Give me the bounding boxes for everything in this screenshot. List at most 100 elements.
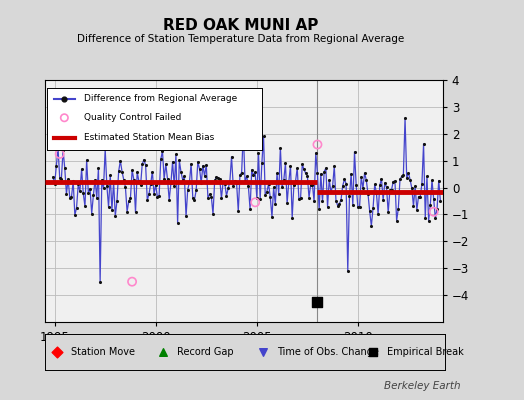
Point	[256, 196, 265, 202]
Point	[247, 166, 256, 173]
Point	[91, 176, 99, 183]
Point	[364, 190, 372, 197]
Point	[78, 166, 86, 172]
Point	[273, 170, 281, 176]
Point	[280, 177, 288, 184]
Text: Estimated Station Mean Bias: Estimated Station Mean Bias	[84, 133, 214, 142]
Point	[159, 349, 167, 355]
Point	[173, 220, 182, 226]
Point	[106, 172, 114, 178]
Point	[81, 203, 89, 210]
Point	[414, 193, 423, 200]
Point	[129, 176, 138, 183]
Point	[419, 141, 428, 147]
Point	[249, 172, 258, 179]
Point	[374, 211, 383, 217]
Point	[372, 190, 380, 196]
Point	[312, 150, 320, 156]
Point	[86, 185, 94, 192]
Point	[84, 189, 93, 196]
Point	[423, 173, 431, 180]
Point	[60, 114, 69, 121]
Point	[409, 203, 418, 209]
Point	[96, 278, 104, 285]
Point	[387, 186, 396, 193]
Point	[265, 181, 273, 187]
Point	[64, 176, 72, 182]
Text: Berkeley Earth: Berkeley Earth	[385, 381, 461, 391]
Point	[251, 169, 259, 175]
Point	[365, 208, 374, 214]
Point	[123, 208, 132, 215]
Point	[217, 195, 226, 202]
Point	[215, 176, 224, 182]
Point	[50, 181, 59, 187]
Point	[285, 178, 293, 185]
Point	[359, 185, 367, 192]
Point	[428, 177, 436, 184]
Point	[320, 168, 329, 175]
Point	[333, 202, 342, 209]
Point	[60, 95, 69, 102]
Point	[398, 173, 406, 180]
Point	[132, 209, 140, 216]
Point	[421, 215, 430, 221]
Point	[239, 128, 247, 135]
Point	[402, 175, 411, 182]
Point	[52, 349, 61, 355]
Point	[128, 167, 136, 173]
Point	[119, 176, 128, 183]
Point	[232, 180, 241, 186]
Point	[153, 194, 161, 200]
Point	[49, 129, 57, 136]
Point	[195, 166, 204, 172]
Point	[101, 146, 110, 152]
Point	[194, 158, 202, 165]
Point	[168, 158, 177, 165]
Point	[136, 182, 145, 189]
Point	[313, 170, 322, 176]
Point	[411, 183, 419, 189]
Point	[269, 184, 278, 191]
Point	[327, 189, 335, 195]
Point	[313, 299, 322, 305]
Point	[234, 208, 243, 214]
Point	[305, 194, 313, 201]
Point	[180, 173, 189, 179]
Point	[253, 194, 261, 201]
Point	[185, 179, 193, 186]
Point	[103, 183, 111, 189]
Point	[100, 185, 108, 191]
Point	[179, 177, 187, 183]
Point	[276, 144, 285, 151]
Text: Difference of Station Temperature Data from Regional Average: Difference of Station Temperature Data f…	[78, 34, 405, 44]
Point	[151, 182, 160, 188]
Point	[383, 184, 391, 190]
Point	[237, 169, 246, 176]
Point	[79, 190, 88, 197]
Point	[182, 213, 190, 220]
Point	[138, 161, 146, 167]
Point	[351, 149, 359, 155]
Point	[121, 184, 129, 190]
Point	[71, 212, 79, 218]
Point	[56, 151, 64, 157]
Point	[335, 201, 344, 207]
Point	[391, 178, 399, 184]
Point	[369, 349, 377, 355]
Point	[219, 179, 227, 185]
Point	[172, 151, 180, 158]
Point	[406, 176, 414, 183]
Point	[155, 192, 163, 199]
Point	[436, 198, 444, 204]
Point	[357, 174, 365, 180]
Point	[418, 181, 426, 187]
Point	[426, 202, 434, 208]
Point	[330, 163, 339, 170]
Text: Time of Obs. Change: Time of Obs. Change	[277, 347, 379, 357]
Point	[386, 187, 394, 193]
Point	[190, 197, 199, 203]
Text: Record Gap: Record Gap	[177, 347, 234, 357]
Point	[222, 192, 231, 199]
Point	[52, 163, 61, 170]
